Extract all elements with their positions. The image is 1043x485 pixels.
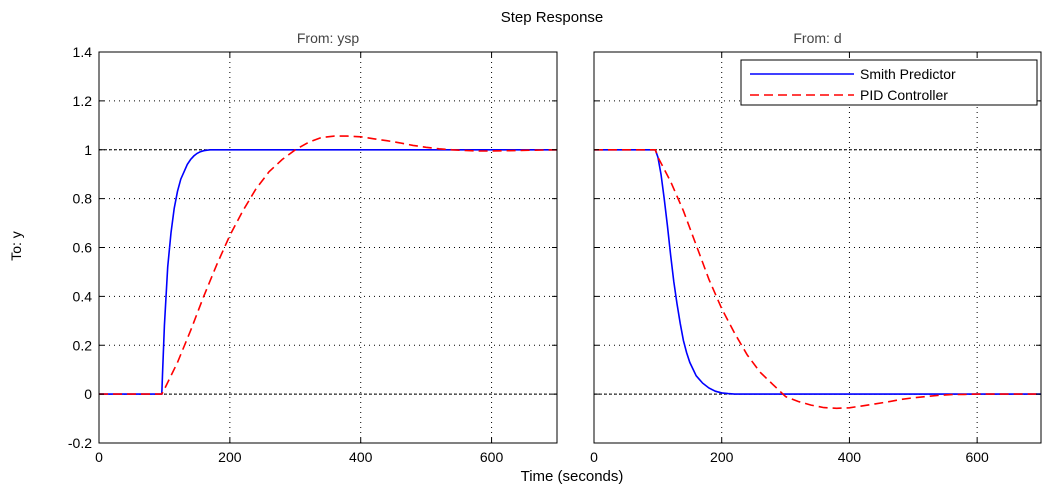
x-tick-label: 200 — [218, 449, 242, 465]
y-tick-label: 0.6 — [73, 240, 93, 256]
x-tick-label: 200 — [710, 449, 734, 465]
y-tick-label: -0.2 — [68, 435, 92, 451]
plot-area — [99, 52, 557, 443]
legend: Smith Predictor PID Controller — [740, 59, 1038, 106]
x-tick-label: 600 — [480, 449, 504, 465]
y-tick-label: 0 — [84, 386, 92, 402]
pid-controller-line-panel-2 — [594, 149, 1041, 410]
x-tick-label: 0 — [95, 449, 103, 465]
pid-controller-legend-label: PID Controller — [860, 87, 948, 103]
y-tick-label: 0.8 — [73, 191, 93, 207]
panels-layer: 0 200 400 600-0.200.20.40.60.811.21.4From: … — [68, 30, 1042, 465]
x-tick-label: 400 — [838, 449, 862, 465]
panel-1: 0 200 400 600-0.200.20.40.60.811.21.4From: … — [68, 30, 558, 465]
x-axis-label: Time (seconds) — [521, 468, 624, 485]
figure-title: Step Response — [501, 9, 604, 26]
legend-box — [740, 59, 1038, 106]
y-tick-label: 1 — [84, 142, 92, 158]
panel-title: From: d — [793, 30, 841, 46]
plot-area — [594, 52, 1041, 443]
x-tick-label: 600 — [965, 449, 989, 465]
smith-predictor-legend-label: Smith Predictor — [860, 66, 956, 82]
y-tick-label: 0.2 — [73, 337, 93, 353]
y-tick-label: 0.4 — [73, 288, 93, 304]
panel-2: 0 200 400 600 From: d Smith Predictor PID Cont… — [590, 30, 1042, 465]
x-tick-label: 0 — [590, 449, 598, 465]
panel-title: From: ysp — [297, 30, 359, 46]
x-tick-label: 400 — [349, 449, 373, 465]
y-axis-label: To: y — [8, 231, 24, 261]
y-tick-label: 1.2 — [73, 93, 93, 109]
y-tick-label: 1.4 — [73, 44, 93, 60]
pid-controller-line-panel-1 — [99, 135, 557, 395]
smith-predictor-line-panel-2 — [594, 149, 1041, 395]
